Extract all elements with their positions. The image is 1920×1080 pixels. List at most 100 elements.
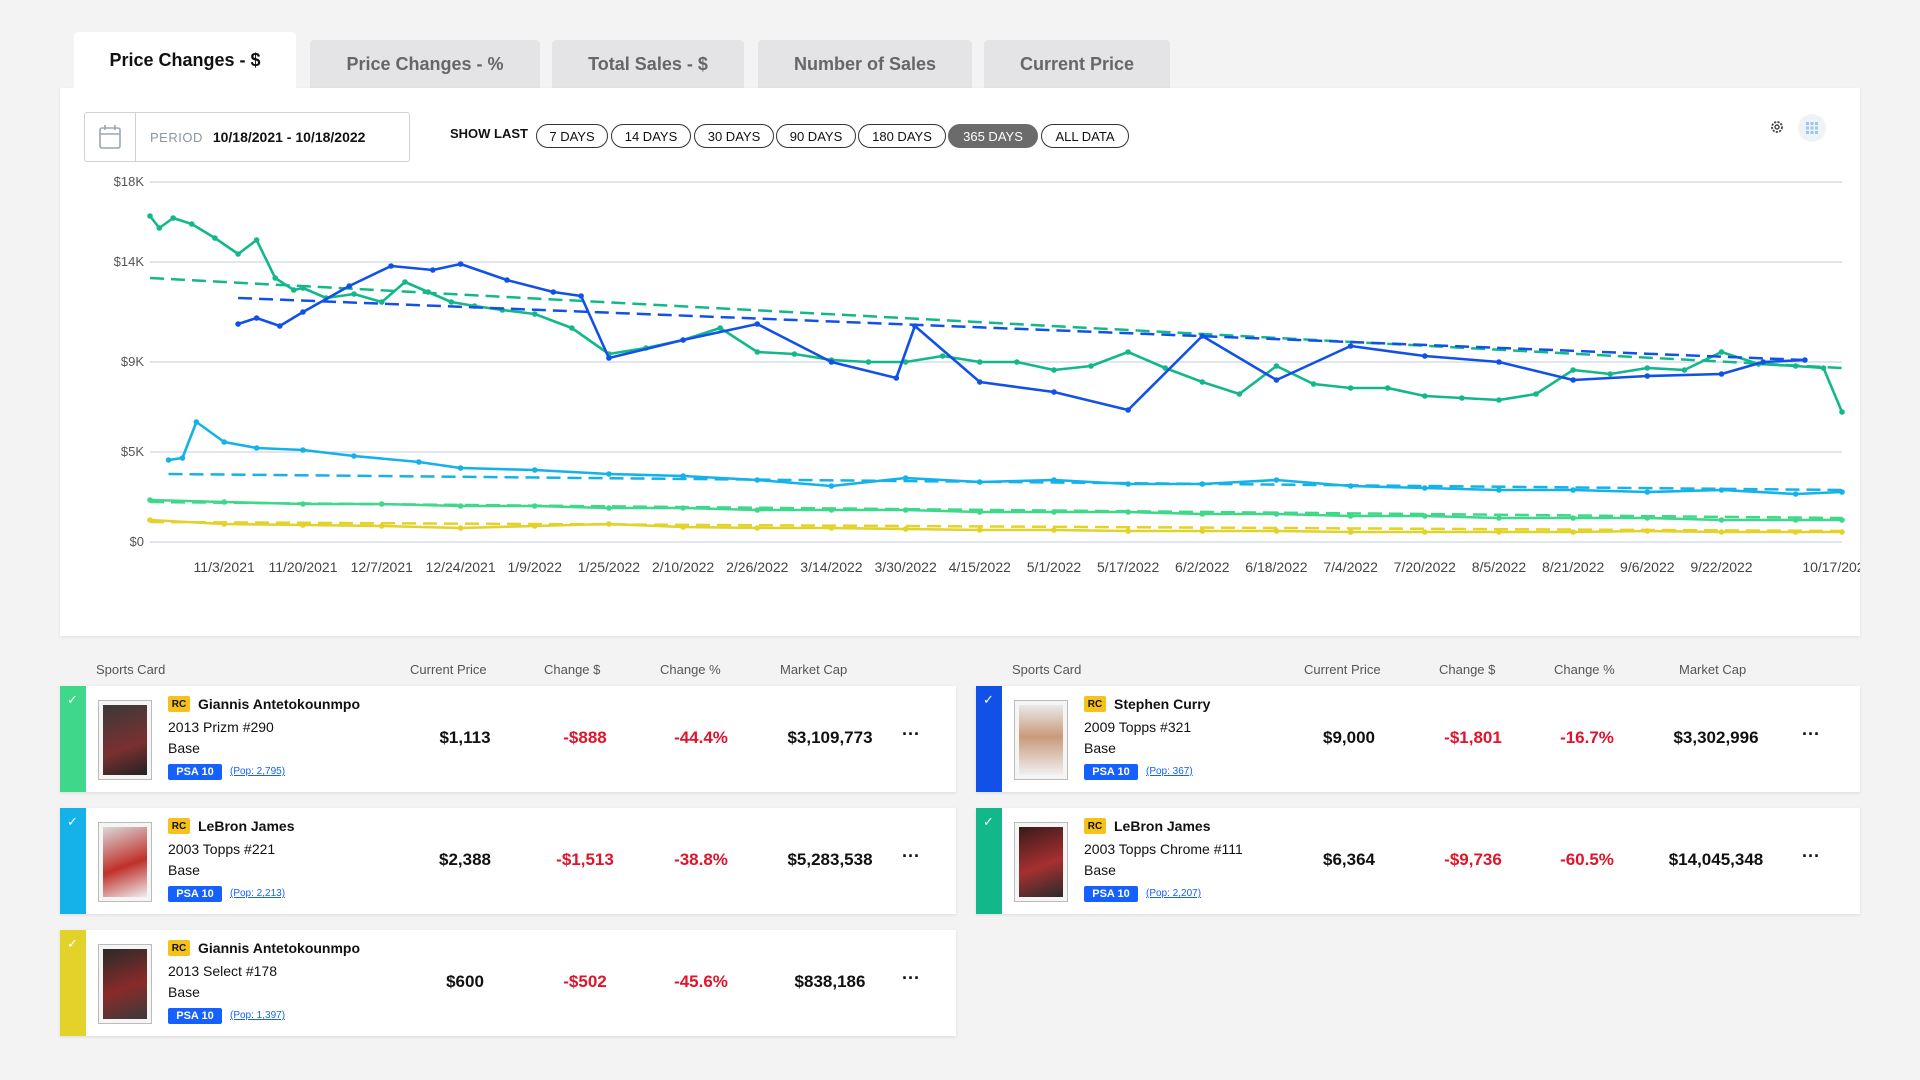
data-point[interactable]	[1051, 477, 1057, 483]
data-point[interactable]	[1718, 371, 1725, 377]
data-point[interactable]	[272, 275, 278, 281]
data-point[interactable]	[912, 323, 918, 329]
data-point[interactable]	[402, 279, 408, 285]
data-point[interactable]	[1199, 528, 1206, 534]
data-point[interactable]	[416, 459, 422, 465]
data-point[interactable]	[179, 455, 186, 461]
data-point[interactable]	[1496, 397, 1502, 403]
data-point[interactable]	[156, 225, 163, 231]
more-options-button[interactable]: ···	[902, 968, 920, 988]
data-point[interactable]	[531, 311, 538, 317]
data-point[interactable]	[1533, 391, 1539, 397]
data-point[interactable]	[147, 517, 153, 523]
data-point[interactable]	[939, 353, 946, 359]
data-point[interactable]	[1644, 515, 1651, 521]
data-point[interactable]	[1014, 359, 1020, 365]
range-14-days[interactable]: 14 DAYS	[611, 124, 691, 148]
range-180-days[interactable]: 180 DAYS	[858, 124, 946, 148]
data-point[interactable]	[1718, 517, 1725, 523]
population-link[interactable]: (Pop: 2,207)	[1146, 888, 1202, 899]
more-options-button[interactable]: ···	[902, 724, 920, 744]
data-point[interactable]	[448, 299, 455, 305]
data-point[interactable]	[235, 251, 241, 257]
data-point[interactable]	[193, 419, 200, 425]
data-point[interactable]	[1496, 529, 1502, 535]
data-point[interactable]	[531, 523, 538, 529]
data-point[interactable]	[1839, 409, 1845, 415]
data-point[interactable]	[1347, 529, 1354, 535]
card-row[interactable]: ✓ RC Stephen Curry 2009 Topps #321 Base …	[976, 686, 1860, 792]
data-point[interactable]	[1681, 367, 1688, 373]
data-point[interactable]	[1421, 485, 1428, 491]
data-point[interactable]	[1421, 393, 1428, 399]
data-point[interactable]	[680, 337, 686, 343]
data-point[interactable]	[504, 277, 510, 283]
data-point[interactable]	[1459, 395, 1465, 401]
tab-price-changes-usd[interactable]: Price Changes - $	[74, 32, 296, 88]
data-point[interactable]	[378, 501, 385, 507]
card-row[interactable]: ✓ RC LeBron James 2003 Topps Chrome #111…	[976, 808, 1860, 914]
data-point[interactable]	[680, 505, 686, 511]
data-point[interactable]	[221, 499, 227, 505]
data-point[interactable]	[1347, 385, 1354, 391]
data-point[interactable]	[351, 291, 357, 297]
data-point[interactable]	[1496, 359, 1502, 365]
data-point[interactable]	[1839, 529, 1845, 535]
data-point[interactable]	[754, 349, 761, 355]
data-point[interactable]	[976, 509, 983, 515]
data-point[interactable]	[680, 473, 686, 479]
tab-current-price[interactable]: Current Price	[984, 40, 1170, 88]
data-point[interactable]	[680, 524, 686, 530]
data-point[interactable]	[457, 525, 464, 531]
data-point[interactable]	[976, 379, 983, 385]
data-point[interactable]	[1570, 377, 1576, 383]
tab-price-changes-pct[interactable]: Price Changes - %	[310, 40, 540, 88]
data-point[interactable]	[754, 525, 761, 531]
gear-icon[interactable]	[1768, 118, 1786, 136]
data-point[interactable]	[531, 467, 538, 473]
data-point[interactable]	[457, 465, 464, 471]
card-row[interactable]: ✓ RC Giannis Antetokounmpo 2013 Select #…	[60, 930, 956, 1036]
card-row[interactable]: ✓ RC LeBron James 2003 Topps #221 Base P…	[60, 808, 956, 914]
data-point[interactable]	[606, 471, 612, 477]
data-point[interactable]	[893, 375, 900, 381]
more-options-button[interactable]: ···	[902, 846, 920, 866]
data-point[interactable]	[290, 287, 297, 293]
data-point[interactable]	[1347, 513, 1354, 519]
data-point[interactable]	[1273, 477, 1280, 483]
data-point[interactable]	[1051, 509, 1057, 515]
data-point[interactable]	[606, 355, 612, 361]
data-point[interactable]	[425, 289, 431, 295]
data-point[interactable]	[791, 351, 798, 357]
data-point[interactable]	[165, 457, 172, 463]
data-point[interactable]	[1125, 509, 1131, 515]
data-point[interactable]	[828, 507, 835, 513]
data-point[interactable]	[235, 321, 241, 327]
data-point[interactable]	[300, 447, 306, 453]
data-point[interactable]	[976, 479, 983, 485]
series-color-stripe[interactable]: ✓	[976, 686, 1002, 792]
data-point[interactable]	[300, 309, 306, 315]
period-picker[interactable]: PERIOD 10/18/2021 - 10/18/2022	[84, 112, 410, 162]
series-color-stripe[interactable]: ✓	[60, 686, 86, 792]
data-point[interactable]	[1125, 481, 1131, 487]
series-color-stripe[interactable]: ✓	[60, 808, 86, 914]
data-point[interactable]	[1644, 373, 1651, 379]
population-link[interactable]: (Pop: 367)	[1146, 766, 1193, 777]
data-point[interactable]	[1718, 349, 1725, 355]
data-point[interactable]	[1051, 389, 1057, 395]
data-point[interactable]	[346, 283, 353, 289]
data-point[interactable]	[578, 293, 584, 299]
data-point[interactable]	[212, 235, 218, 241]
data-point[interactable]	[902, 475, 909, 481]
data-point[interactable]	[828, 525, 835, 531]
data-point[interactable]	[1125, 528, 1131, 534]
data-point[interactable]	[147, 497, 153, 503]
data-point[interactable]	[221, 439, 227, 445]
data-point[interactable]	[754, 507, 761, 513]
data-point[interactable]	[1088, 363, 1094, 369]
data-point[interactable]	[253, 237, 260, 243]
data-point[interactable]	[1570, 487, 1576, 493]
calendar-icon[interactable]	[85, 113, 136, 161]
data-point[interactable]	[1125, 407, 1131, 413]
